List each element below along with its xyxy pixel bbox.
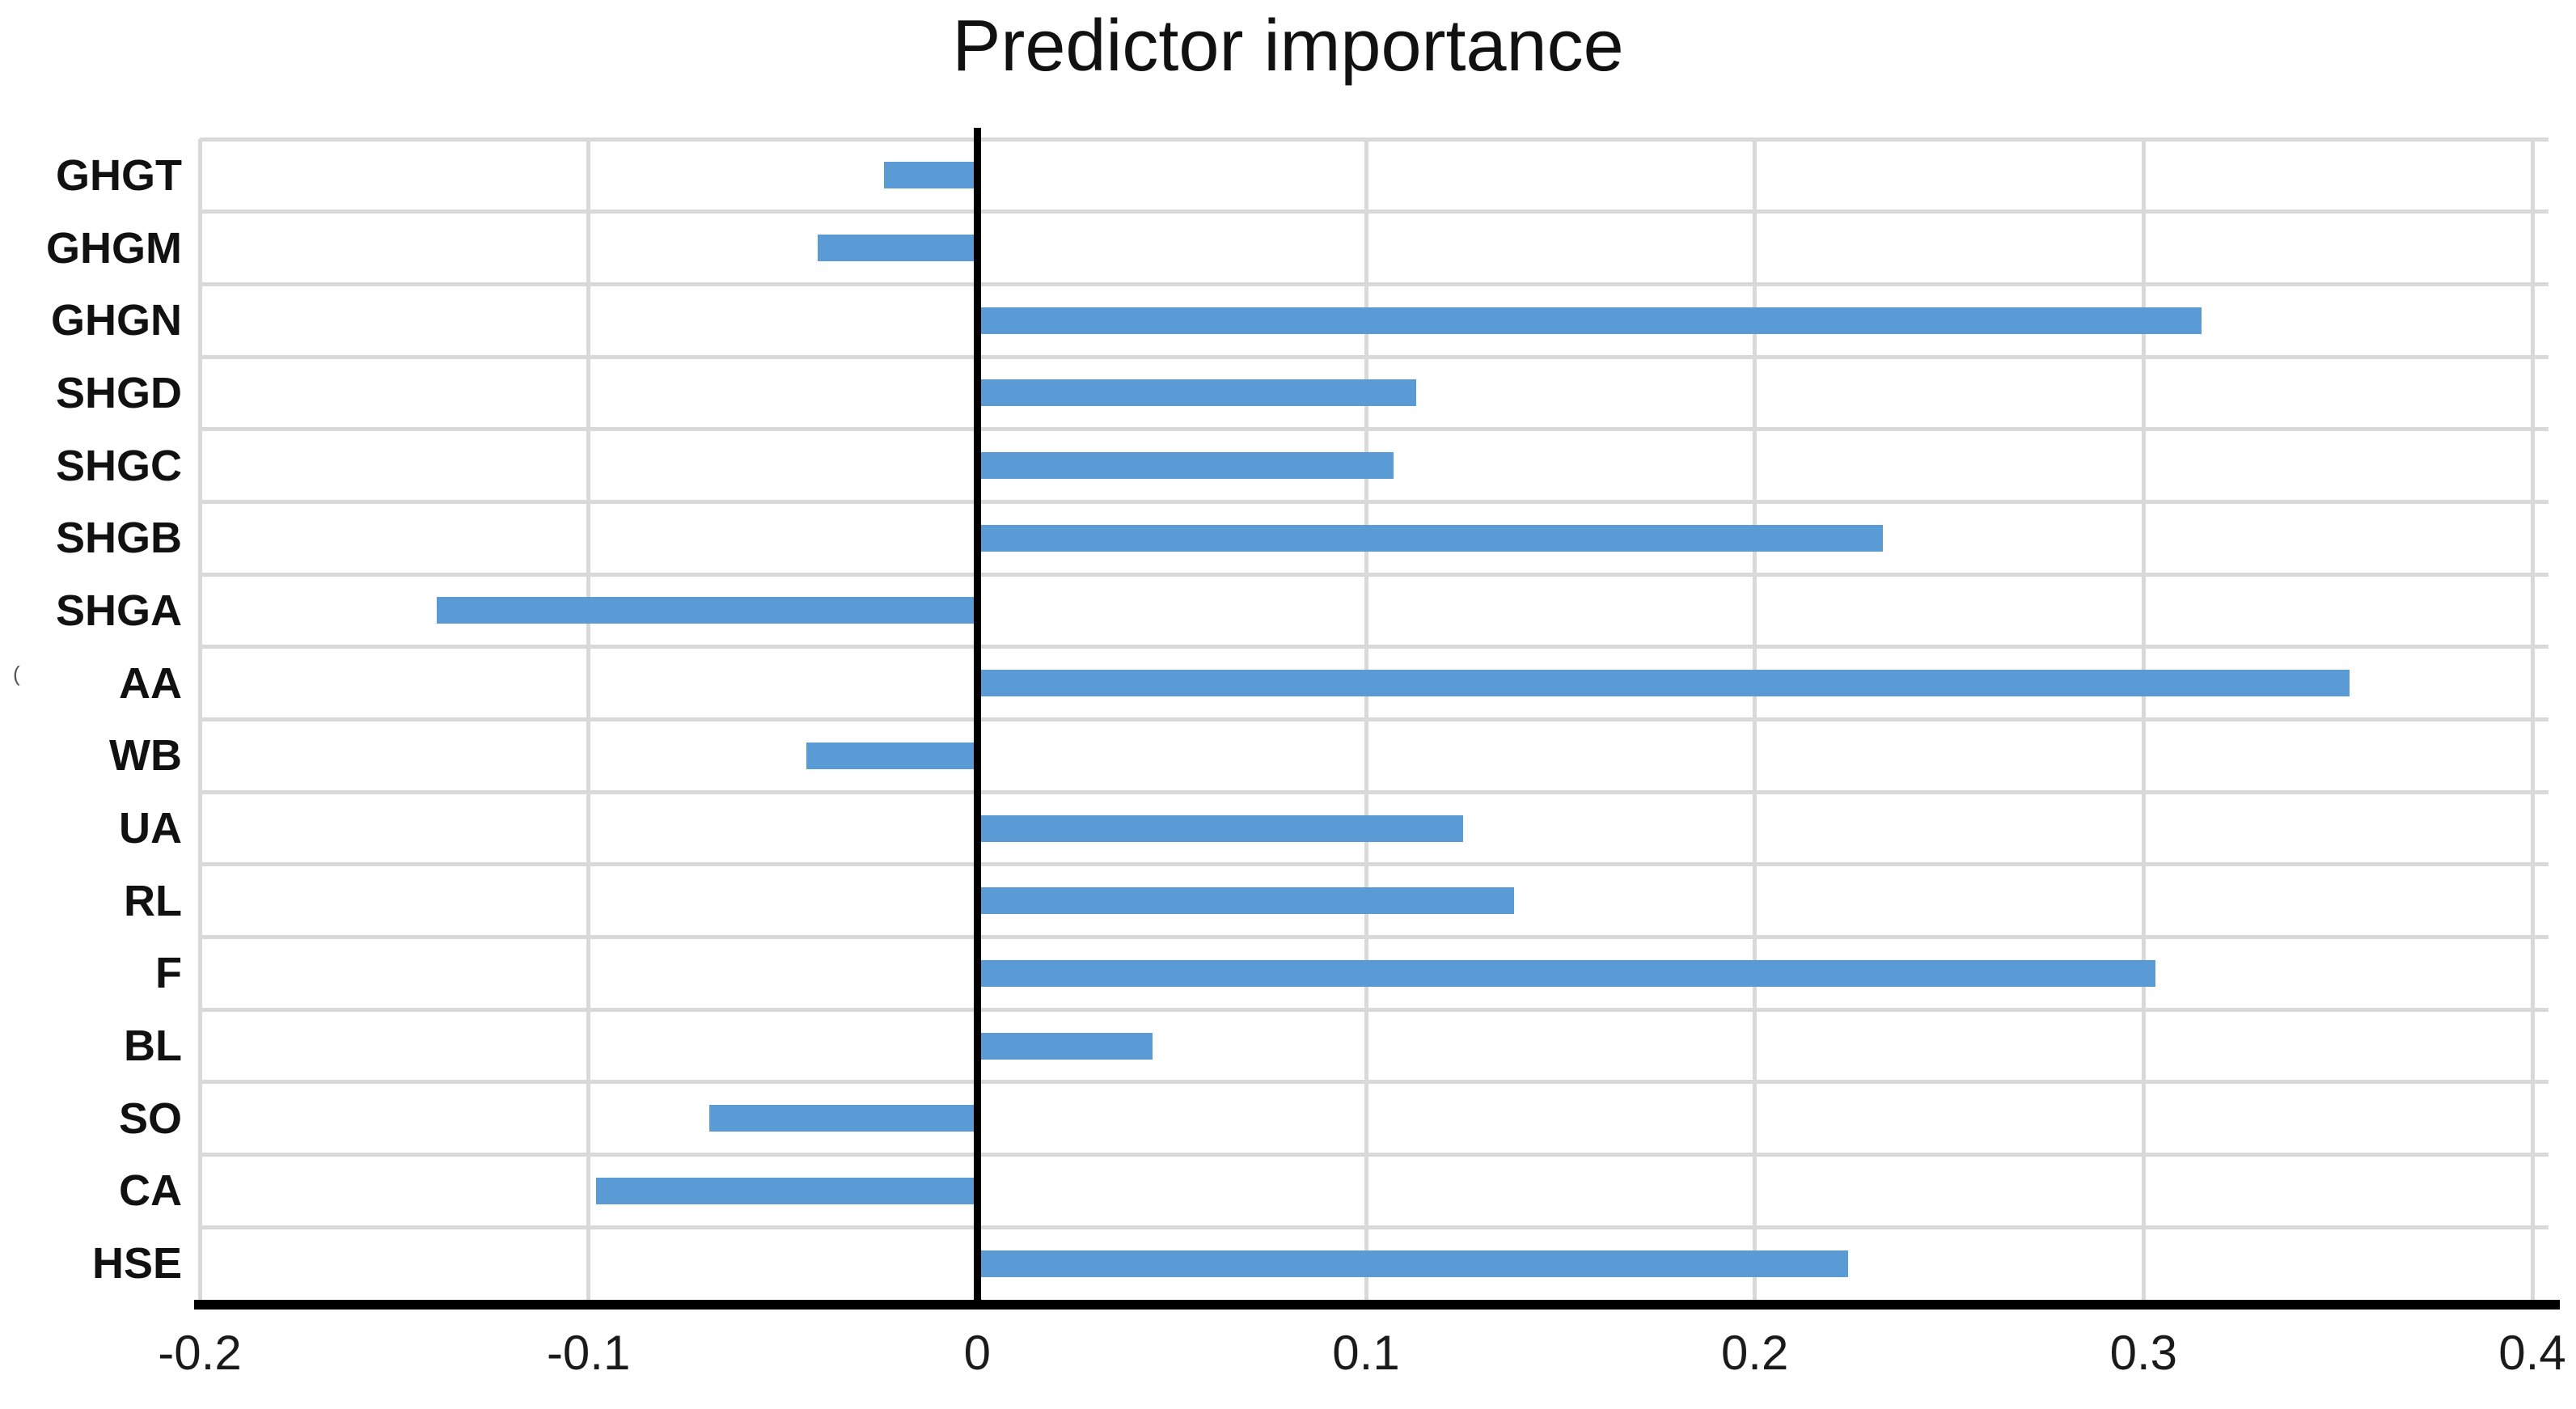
y-axis-label-shgb: SHGB	[55, 514, 182, 563]
bar-so	[709, 1105, 978, 1132]
row-separator	[200, 645, 2549, 649]
x-axis-line	[194, 1300, 2560, 1310]
row-separator	[200, 1153, 2549, 1157]
row-separator	[200, 717, 2549, 721]
y-axis-label-ghgt: GHGT	[56, 150, 182, 200]
bar-hse	[977, 1250, 1849, 1277]
row-separator	[200, 499, 2549, 504]
y-axis-label-wb: WB	[109, 731, 182, 781]
bar-rl	[977, 887, 1514, 915]
y-axis-label-ghgn: GHGN	[51, 296, 182, 345]
x-tick-label: 0.3	[2109, 1326, 2178, 1380]
bar-f	[977, 959, 2155, 987]
row-separator	[200, 1007, 2549, 1012]
bar-ghgn	[977, 307, 2202, 334]
bar-wb	[806, 742, 978, 769]
row-separator	[200, 789, 2549, 794]
y-axis-label-f: F	[155, 949, 182, 998]
row-separator	[200, 1080, 2549, 1085]
y-axis-label-ua: UA	[119, 804, 182, 853]
y-axis-label-shgc: SHGC	[55, 441, 182, 490]
bar-bl	[977, 1032, 1153, 1060]
y-axis-label-rl: RL	[124, 876, 182, 925]
y-axis-label-shgd: SHGD	[55, 368, 182, 417]
row-separator	[200, 354, 2549, 359]
y-axis-label-bl: BL	[124, 1022, 182, 1071]
y-axis-label-aa: AA	[119, 658, 182, 708]
row-separator	[200, 281, 2549, 286]
row-separator	[200, 137, 2549, 142]
bar-ghgm	[818, 235, 978, 262]
y-axis-label-so: SO	[118, 1094, 182, 1143]
bar-shgc	[977, 452, 1394, 480]
x-tick-label: 0.2	[1720, 1326, 1789, 1380]
stray-mark-artifact: (	[13, 662, 20, 686]
bar-ua	[977, 815, 1464, 842]
bar-ghgt	[883, 162, 978, 189]
bar-ca	[596, 1177, 978, 1204]
y-axis-label-ghgm: GHGM	[46, 223, 182, 273]
row-separator	[200, 427, 2549, 432]
row-separator	[200, 572, 2549, 577]
x-tick-label: 0	[963, 1326, 992, 1380]
y-axis-label-shga: SHGA	[55, 586, 182, 635]
bar-shgd	[977, 379, 1417, 407]
row-separator	[200, 935, 2549, 940]
x-tick-label: -0.2	[158, 1326, 242, 1380]
row-separator	[200, 1225, 2549, 1229]
y-axis-label-ca: CA	[119, 1166, 182, 1216]
bar-shga	[437, 597, 978, 624]
row-separator	[200, 862, 2549, 867]
x-tick-label: 0.4	[2498, 1326, 2566, 1380]
y-axis-label-hse: HSE	[91, 1239, 182, 1288]
zero-baseline	[973, 128, 981, 1300]
x-tick-label: 0.1	[1332, 1326, 1400, 1380]
bar-shgb	[977, 524, 1884, 552]
bar-aa	[977, 670, 2350, 697]
chart-title: Predictor importance	[952, 6, 1624, 87]
x-tick-label: -0.1	[546, 1326, 631, 1380]
row-separator	[200, 209, 2549, 214]
